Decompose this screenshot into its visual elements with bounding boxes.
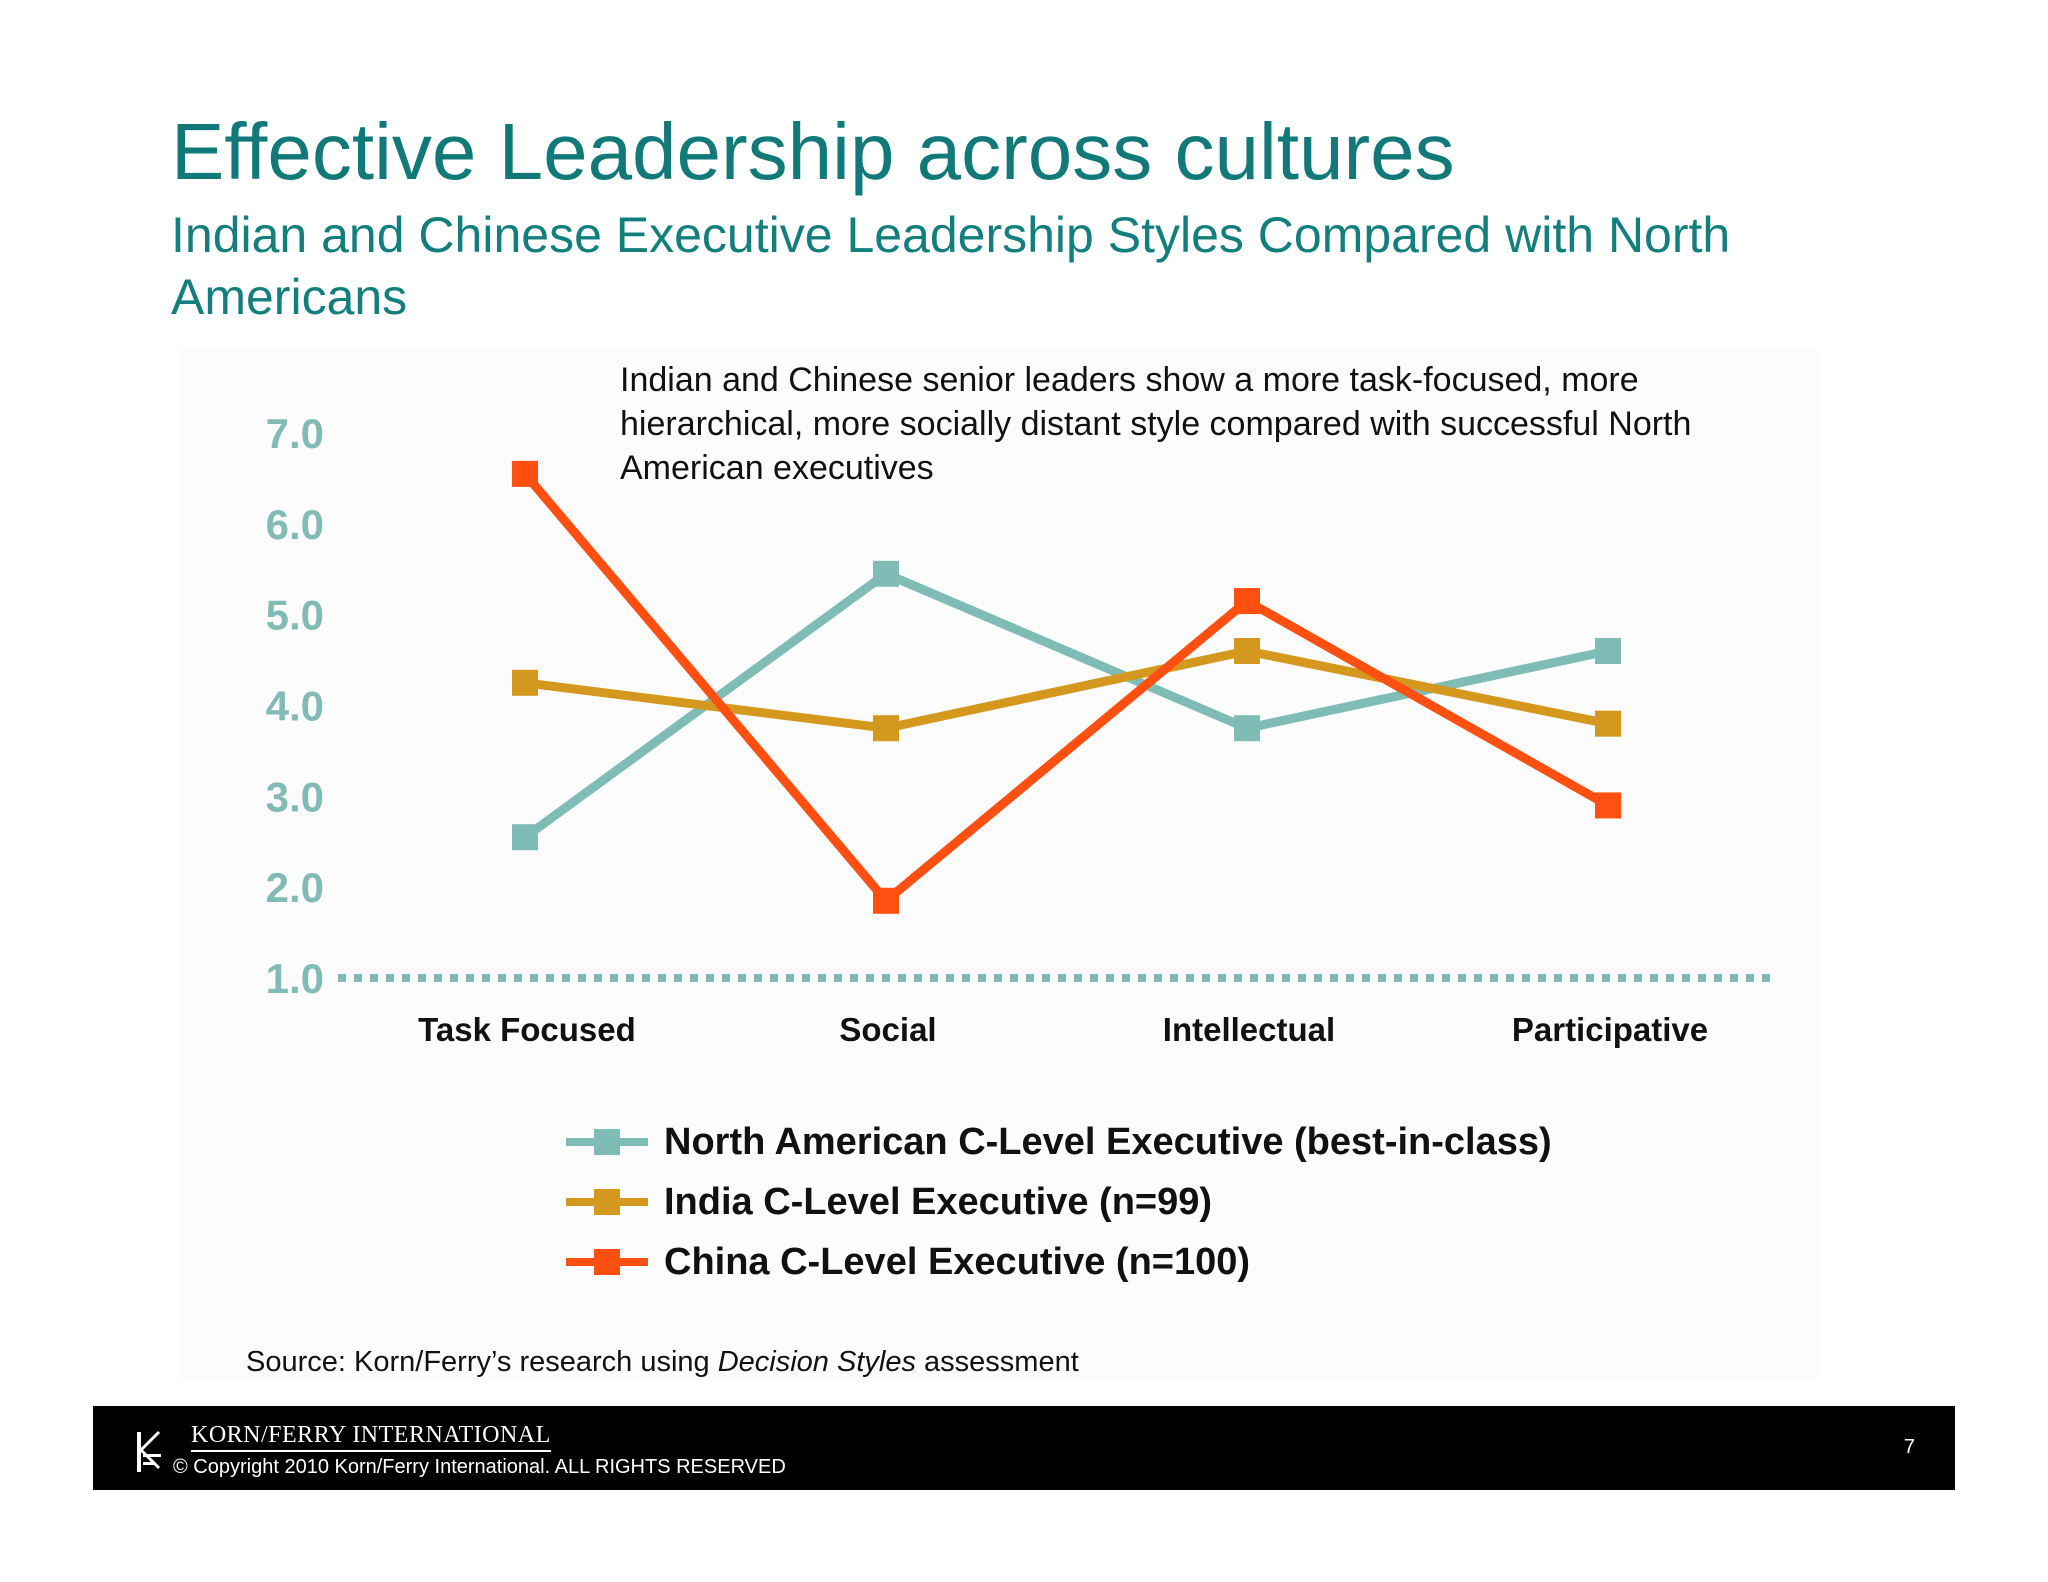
- data-point: [1234, 588, 1260, 615]
- page-subtitle: Indian and Chinese Executive Leadership …: [171, 207, 1731, 325]
- legend-marker: [594, 1189, 620, 1215]
- y-tick-label: 7.0: [266, 410, 324, 457]
- legend-label: India C-Level Executive (n=99): [664, 1180, 1213, 1223]
- data-point: [1595, 710, 1621, 737]
- y-tick-label: 2.0: [266, 864, 324, 911]
- legend-swatch: [566, 1189, 648, 1215]
- data-point: [512, 824, 538, 851]
- y-tick-label: 6.0: [266, 501, 324, 548]
- data-point: [512, 460, 538, 487]
- data-point: [873, 887, 899, 914]
- series-line: [521, 470, 1611, 906]
- chart-callout: Indian and Chinese senior leaders show a…: [620, 361, 1692, 487]
- chart-panel: [178, 350, 1818, 1380]
- legend-label: China C-Level Executive (n=100): [664, 1240, 1251, 1283]
- korn-ferry-logo-icon: [137, 1430, 161, 1472]
- data-point: [512, 669, 538, 696]
- legend-marker: [594, 1129, 620, 1155]
- y-tick-label: 4.0: [266, 683, 324, 730]
- y-tick-label: 1.0: [266, 955, 324, 1002]
- copyright-text: © Copyright 2010 Korn/Ferry Internationa…: [173, 1456, 786, 1478]
- page-title: Effective Leadership across cultures: [171, 107, 1455, 196]
- legend-item: China C-Level Executive (n=100): [566, 1232, 1552, 1292]
- series-line: [524, 646, 1609, 733]
- x-tick-label: Participative: [1512, 1011, 1708, 1048]
- y-tick-label: 5.0: [266, 592, 324, 639]
- x-tick-label: Intellectual: [1163, 1011, 1335, 1048]
- legend-swatch: [566, 1129, 648, 1155]
- data-point: [1595, 792, 1621, 819]
- source-suffix: assessment: [915, 1346, 1079, 1378]
- data-point: [873, 560, 899, 587]
- chart-legend: North American C-Level Executive (best-i…: [566, 1112, 1552, 1292]
- y-tick-label: 3.0: [266, 773, 324, 820]
- legend-item: India C-Level Executive (n=99): [566, 1172, 1552, 1232]
- x-tick-label: Task Focused: [418, 1011, 636, 1048]
- data-point: [1234, 715, 1260, 742]
- footer-bar: KORN/FERRY INTERNATIONAL © Copyright 201…: [93, 1406, 1955, 1490]
- company-name: KORN/FERRY INTERNATIONAL: [191, 1422, 551, 1452]
- data-point: [873, 715, 899, 742]
- data-point: [1234, 638, 1260, 664]
- legend-marker: [594, 1249, 620, 1275]
- source-note: Source: Korn/Ferry’s research using Deci…: [246, 1346, 1079, 1379]
- x-tick-label: Social: [839, 1011, 936, 1048]
- source-italic: Decision Styles: [717, 1346, 916, 1378]
- source-prefix: Source: Korn/Ferry’s research using: [246, 1346, 718, 1378]
- legend-swatch: [566, 1249, 648, 1275]
- data-point: [1595, 638, 1621, 664]
- page-number: 7: [1903, 1436, 1915, 1458]
- legend-item: North American C-Level Executive (best-i…: [566, 1112, 1552, 1172]
- legend-label: North American C-Level Executive (best-i…: [664, 1120, 1552, 1163]
